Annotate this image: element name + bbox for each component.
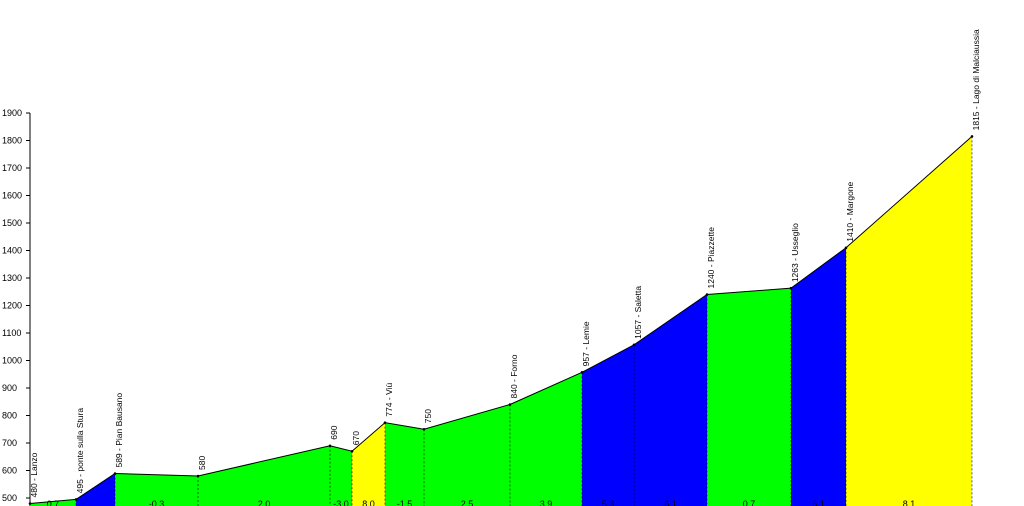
y-tick-label: 600	[2, 466, 17, 476]
segment-dividers	[75, 136, 973, 506]
waypoint-labels: 480 - Lanzo 495 - ponte sulla Stura 589 - …	[29, 29, 981, 498]
profile-areas	[30, 136, 972, 506]
segment-area	[791, 247, 846, 506]
waypoint-label: 480 - Lanzo	[29, 452, 39, 497]
y-tick-label: 1100	[2, 328, 21, 338]
segment-area	[634, 294, 707, 506]
segment-area	[352, 422, 385, 506]
segment-area	[707, 288, 791, 506]
segment-gradient-label: -0.3	[149, 499, 165, 506]
y-tick-label: 1400	[2, 246, 22, 256]
waypoint-label: 1240 - Piazzette	[706, 227, 716, 289]
y-tick-label: 1300	[2, 273, 22, 283]
segment-gradient-label: 2.0	[258, 499, 271, 506]
segment-gradient-label: 8.0	[362, 499, 375, 506]
y-axis: 500 600 700 800 900 1000 1100 1200 1300 1400 1500 1…	[2, 108, 31, 506]
segment-gradient-label: -1.5	[397, 499, 413, 506]
waypoint-point	[113, 472, 117, 475]
y-tick-label: 1800	[2, 136, 22, 146]
waypoint-point	[789, 286, 793, 290]
segment-area	[385, 422, 424, 506]
y-tick-label: 900	[2, 383, 17, 393]
waypoint-label: 774 - Viù	[384, 383, 394, 417]
segment-gradient-label: -3.0	[333, 499, 349, 506]
waypoint-label: 670	[351, 431, 361, 445]
segment-labels: 0.7 -0.3 2.0 -3.0 8.0 -1.5 2.5 3.9 5.3 6.1 0.7 6.1 8…	[47, 499, 916, 506]
waypoint-point	[28, 502, 32, 505]
segment-gradient-label: 0.7	[743, 499, 756, 506]
waypoint-point	[632, 343, 636, 347]
segment-gradient-label: 5.3	[602, 499, 615, 506]
segment-gradient-label: 0.7	[47, 499, 60, 506]
y-tick-label: 800	[2, 411, 17, 421]
y-tick-label: 1500	[2, 218, 22, 228]
waypoint-label: 840 - Forno	[509, 354, 519, 398]
y-tick-label: 1600	[2, 191, 22, 201]
segment-area	[424, 404, 510, 506]
segment-gradient-label: 3.9	[540, 499, 553, 506]
y-tick-label: 1700	[2, 163, 22, 173]
waypoint-point	[328, 444, 332, 448]
waypoint-point	[74, 498, 78, 501]
waypoint-point	[383, 421, 387, 424]
waypoint-label: 957 - Lemie	[581, 321, 591, 366]
segment-area	[582, 344, 634, 506]
y-tick-label: 1900	[2, 108, 22, 118]
waypoint-label: 690	[329, 425, 339, 439]
waypoint-label: 580	[197, 456, 207, 470]
y-tick-label: 700	[2, 438, 17, 448]
segment-area	[510, 372, 582, 506]
waypoint-point	[508, 403, 512, 406]
waypoint-point	[580, 371, 584, 374]
segment-gradient-label: 6.1	[664, 499, 677, 506]
segment-gradient-label: 2.5	[461, 499, 474, 506]
segment-area	[330, 445, 352, 506]
profile-outline	[28, 135, 974, 505]
waypoint-label: 495 - ponte sulla Stura	[75, 408, 85, 494]
waypoint-point	[970, 135, 974, 138]
y-tick-label: 1200	[2, 301, 22, 311]
segment-gradient-label: 8.1	[903, 499, 916, 506]
segment-area	[846, 136, 972, 506]
waypoint-point	[705, 293, 709, 296]
waypoint-label: 1263 - Usseglio	[790, 223, 800, 282]
segment-area	[76, 473, 115, 506]
waypoint-label: 1410 - Margone	[845, 181, 855, 241]
waypoint-label: 589 - Pian Bausano	[114, 393, 124, 468]
y-tick-label: 500	[2, 493, 17, 503]
waypoint-label: 750	[423, 409, 433, 423]
waypoint-point	[422, 427, 426, 431]
segment-area	[198, 445, 330, 506]
waypoint-label: 1057 - Saletta	[633, 286, 643, 339]
segment-area	[115, 473, 198, 506]
waypoint-point	[350, 449, 354, 453]
waypoint-point	[196, 474, 200, 478]
y-tick-label: 1000	[2, 356, 22, 366]
segment-gradient-label: 6.1	[812, 499, 825, 506]
segment-area	[30, 499, 76, 506]
waypoint-label: 1815 - Lago di Malciaussia	[971, 29, 981, 130]
waypoint-point	[844, 246, 848, 250]
